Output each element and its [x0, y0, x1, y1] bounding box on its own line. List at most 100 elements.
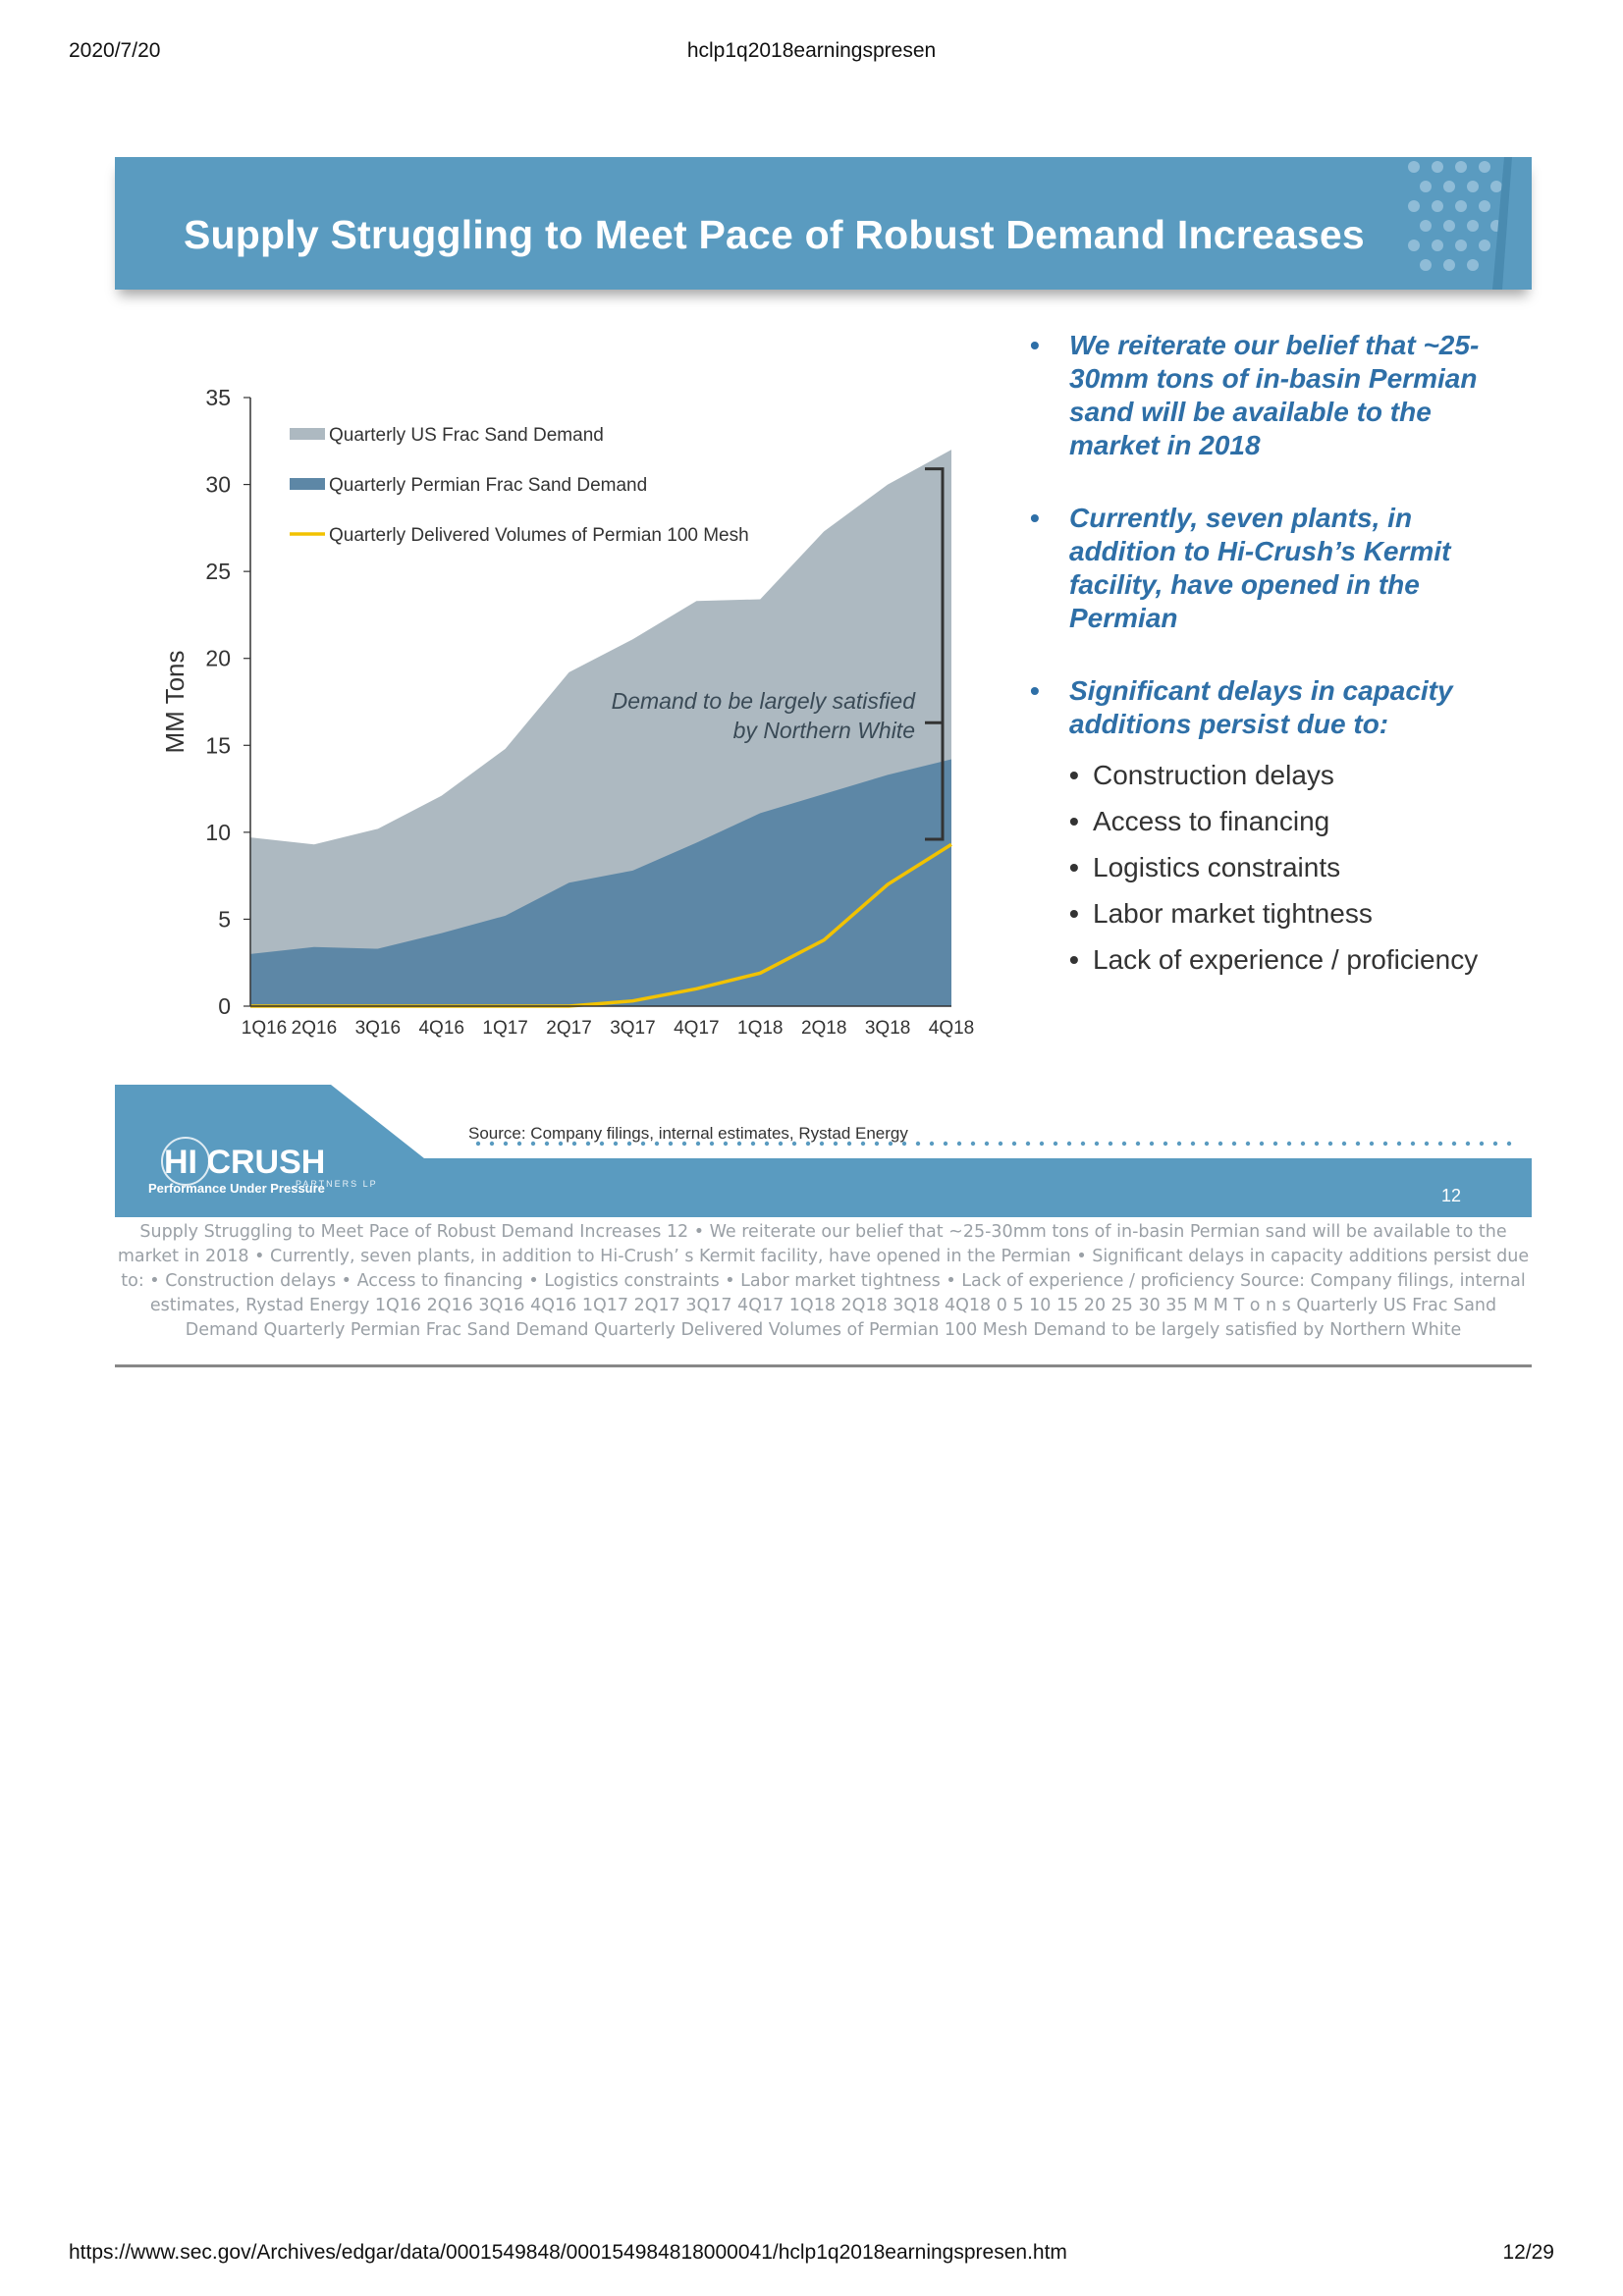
bullet-text: We reiterate our belief that ~25-30mm to…	[1069, 330, 1480, 460]
x-tick-label: 1Q16	[242, 1018, 287, 1039]
footer-dot	[1437, 1141, 1443, 1147]
footer-dot	[695, 1141, 701, 1147]
footer-dot	[1053, 1141, 1058, 1147]
footer-dot	[1080, 1141, 1086, 1147]
footer-dot	[1396, 1141, 1402, 1147]
footer-dot	[681, 1141, 687, 1147]
footer-dot	[1410, 1141, 1416, 1147]
hi-crush-logo: HI CRUSH PARTNERS LP	[161, 1137, 378, 1189]
footer-dot	[723, 1141, 729, 1147]
footer-dot	[1011, 1141, 1017, 1147]
bullet-text: Currently, seven plants, in addition to …	[1069, 503, 1451, 633]
footer-dot	[1382, 1141, 1388, 1147]
footer-dot	[1300, 1141, 1306, 1147]
sub-bullet-text: Construction delays	[1093, 760, 1334, 790]
legend-swatch	[290, 428, 325, 440]
footer-dot	[750, 1141, 756, 1147]
footer-dot	[791, 1141, 797, 1147]
footer-dot	[1108, 1141, 1113, 1147]
extracted-text: Supply Struggling to Meet Pace of Robust…	[117, 1222, 1530, 1340]
footer-dot	[1259, 1141, 1265, 1147]
bracket-annotation	[925, 467, 945, 841]
footer-dot	[1149, 1141, 1155, 1147]
legend-swatch	[290, 478, 325, 490]
footer-dot	[736, 1141, 742, 1147]
slide-title: Supply Struggling to Meet Pace of Robust…	[184, 212, 1365, 257]
bullet-list: • We reiterate our belief that ~25-30mm t…	[1018, 329, 1509, 1016]
legend-label: Quarterly Permian Frac Sand Demand	[329, 475, 647, 496]
bullet-dot-icon: •	[1069, 898, 1079, 929]
bullet-dot-icon: •	[1069, 944, 1079, 975]
bullet-item: • We reiterate our belief that ~25-30mm t…	[1018, 329, 1509, 462]
sub-bullet-text: Logistics constraints	[1093, 852, 1341, 882]
footer-dot	[819, 1141, 825, 1147]
y-tick-label: 30	[205, 472, 231, 498]
footer-dot	[654, 1141, 660, 1147]
bullet-dot-icon: •	[1069, 852, 1079, 882]
legend-label: Quarterly US Frac Sand Demand	[329, 425, 604, 446]
source-note: Source: Company filings, internal estima…	[468, 1124, 908, 1143]
footer-dot	[599, 1141, 605, 1147]
footer-dot	[489, 1141, 495, 1147]
footer-dot	[846, 1141, 852, 1147]
logo-text: HI CRUSH	[164, 1144, 325, 1181]
footer-dot	[1341, 1141, 1347, 1147]
footer-dot	[1492, 1141, 1498, 1147]
footer-dot	[1327, 1141, 1333, 1147]
footer-dot	[984, 1141, 990, 1147]
footer-dot	[1272, 1141, 1278, 1147]
footer-dot	[929, 1141, 935, 1147]
y-tick-label: 15	[205, 732, 231, 758]
footer-dot	[1314, 1141, 1320, 1147]
footer-dot	[943, 1141, 948, 1147]
footer-dot	[1369, 1141, 1375, 1147]
footer-dot	[626, 1141, 632, 1147]
y-tick-label: 35	[205, 385, 231, 410]
footer-dot	[1465, 1141, 1471, 1147]
slide-page-number: 12	[1440, 1186, 1461, 1205]
bullet-dot-icon: •	[1030, 503, 1040, 533]
footer-dot	[874, 1141, 880, 1147]
footer-dot	[1176, 1141, 1182, 1147]
logo-sub-text: PARTNERS LP	[296, 1179, 378, 1189]
footer-dot	[1163, 1141, 1168, 1147]
footer-dot	[970, 1141, 976, 1147]
sub-bullet-item: • Access to financing	[1018, 805, 1509, 838]
sub-bullet-text: Lack of experience / proficiency	[1093, 944, 1479, 975]
slide: Supply Struggling to Meet Pace of Robust…	[115, 157, 1532, 1217]
footer-dot	[1506, 1141, 1512, 1147]
footer-dot	[764, 1141, 770, 1147]
bullet-item: • Significant delays in capacity addition…	[1018, 674, 1509, 977]
x-tick-label: 4Q17	[674, 1018, 719, 1039]
y-tick-label: 0	[218, 993, 231, 1019]
bullet-item: • Currently, seven plants, in addition to…	[1018, 502, 1509, 635]
footer-band	[115, 1085, 1532, 1217]
footer-dot	[585, 1141, 591, 1147]
y-tick-label: 25	[205, 559, 231, 584]
footer-dot	[1479, 1141, 1485, 1147]
x-tick-label: 3Q16	[355, 1018, 401, 1039]
footer-dot	[1204, 1141, 1210, 1147]
footer-dot	[516, 1141, 522, 1147]
x-tick-label: 1Q18	[737, 1018, 783, 1039]
footer-dot	[640, 1141, 646, 1147]
footer-dot	[888, 1141, 893, 1147]
x-tick-label: 3Q18	[865, 1018, 910, 1039]
x-tick-label: 4Q16	[418, 1018, 463, 1039]
footer-dot	[558, 1141, 564, 1147]
footer-dot	[915, 1141, 921, 1147]
footer-dot	[956, 1141, 962, 1147]
x-tick-label: 1Q17	[482, 1018, 527, 1039]
divider-rule	[115, 1364, 1532, 1367]
bullet-dot-icon: •	[1030, 675, 1040, 706]
y-axis-title: MM Tons	[160, 651, 189, 754]
footer-dot	[475, 1141, 481, 1147]
sub-bullet-item: • Lack of experience / proficiency	[1018, 943, 1509, 977]
footer-dot	[1094, 1141, 1100, 1147]
footer-dot	[998, 1141, 1003, 1147]
x-tick-label: 3Q17	[610, 1018, 655, 1039]
footer-dot	[1135, 1141, 1141, 1147]
footer-dot	[1121, 1141, 1127, 1147]
footer-dot	[613, 1141, 619, 1147]
series-area-permian-frac-sand-demand	[250, 759, 951, 1006]
